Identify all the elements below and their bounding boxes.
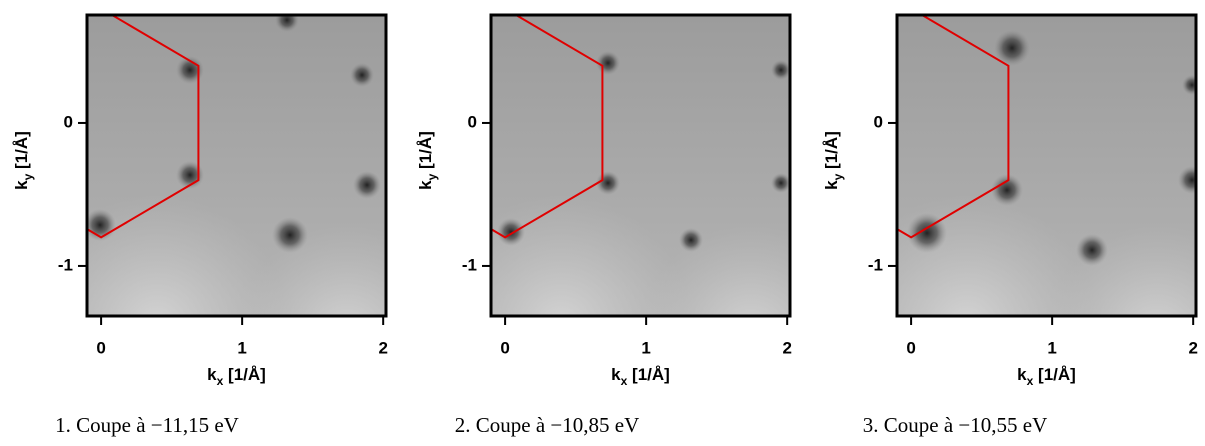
spot [497,218,525,246]
x-tick-label: 1 [1047,338,1056,357]
spot [679,228,703,252]
spot [272,217,308,253]
label-rest: [1/Å] [822,131,841,174]
x-tick-label: 0 [96,338,105,357]
x-axis-label: kx [1/Å] [1017,365,1076,388]
y-axis-label: ky [1/Å] [822,131,845,190]
x-tick-label: 0 [906,338,915,357]
y-tick-label: 0 [468,112,477,131]
spot [1076,234,1108,266]
x-axis-label: kx [1/Å] [207,365,266,388]
light-disc [642,225,790,316]
x-tick-label: 1 [237,338,246,357]
label-rest: [1/Å] [416,131,435,174]
zone-boundary [897,15,1010,239]
spot [596,171,620,195]
x-tick-label: 2 [378,338,387,357]
spot [1182,75,1196,95]
label-sub: y [21,173,35,180]
x-tick-label: 2 [782,338,791,357]
intensity-map [491,15,790,316]
spot [771,60,790,80]
label-sub: x [621,374,628,388]
zone-boundary [87,15,200,239]
label-main: k [822,180,841,190]
intensity-map [897,15,1196,316]
label-sub: x [1027,374,1034,388]
y-axis-label: ky [1/Å] [416,131,439,190]
caption: 1. Coupe à −11,15 eV [55,413,239,437]
frame [895,13,1198,318]
light-disc [238,225,386,316]
y-tick-label: -1 [462,255,477,274]
label-main: k [12,180,31,190]
light-disc [897,195,1097,316]
light-disc [87,195,287,316]
label-sub: y [831,173,845,180]
label-sub: x [217,374,224,388]
intensity-map [87,15,386,316]
label-rest: [1/Å] [1033,365,1076,384]
spot [771,173,790,193]
y-tick-label: 0 [64,112,73,131]
spot [994,30,1030,66]
spot [1178,166,1196,194]
y-tick-label: -1 [868,255,883,274]
spot [353,171,381,199]
frame [489,13,792,318]
label-sub: y [425,173,439,180]
x-tick-label: 2 [1188,338,1197,357]
y-tick-label: 0 [874,112,883,131]
frame [85,13,388,318]
label-main: k [611,365,621,384]
label-main: k [1017,365,1027,384]
label-rest: [1/Å] [627,365,670,384]
light-disc [1048,225,1196,316]
y-tick-label: -1 [58,255,73,274]
x-tick-label: 0 [500,338,509,357]
spot [176,56,204,84]
label-rest: [1/Å] [223,365,266,384]
light-disc [491,195,691,316]
spot [275,15,299,32]
x-axis-label: kx [1/Å] [611,365,670,388]
x-tick-label: 1 [641,338,650,357]
label-rest: [1/Å] [12,131,31,174]
spot [991,174,1023,206]
y-axis-label: ky [1/Å] [12,131,35,190]
spot [350,63,374,87]
caption: 2. Coupe à −10,85 eV [455,413,639,437]
caption: 3. Coupe à −10,55 eV [863,413,1047,437]
label-main: k [207,365,217,384]
label-main: k [416,180,435,190]
zone-boundary [491,15,604,239]
